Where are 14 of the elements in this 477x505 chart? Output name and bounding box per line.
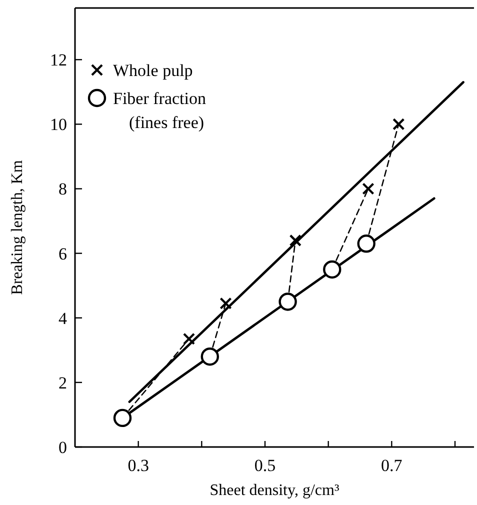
y-tick-label: 0: [58, 438, 67, 457]
y-tick-label: 6: [58, 244, 67, 264]
y-tick-label: 4: [58, 308, 68, 328]
y-tick-label: 8: [58, 180, 67, 199]
y-axis-title: Breaking length, Km: [9, 160, 26, 295]
y-tick-label: 12: [50, 50, 67, 70]
x-tick-label: 0.3: [128, 456, 149, 475]
x-axis-title: Sheet density, g/cm³: [210, 482, 340, 499]
y-tick-label: 2: [58, 373, 67, 392]
x-tick-label: 0.7: [381, 456, 403, 475]
x-tick-label: 0.5: [254, 456, 276, 475]
legend-label: Fiber fraction (fines free): [113, 88, 206, 132]
legend-label: Whole pulp: [113, 60, 193, 80]
y-tick-label: 10: [50, 115, 67, 134]
